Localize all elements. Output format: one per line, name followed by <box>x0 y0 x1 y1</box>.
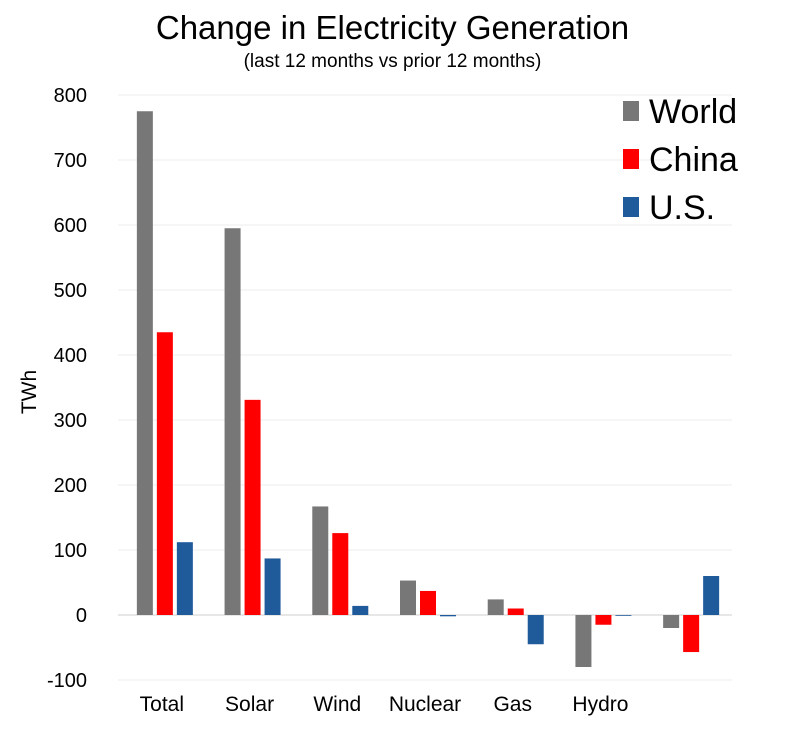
bar-world-hydro <box>575 615 592 667</box>
bar-china-gas <box>507 608 524 615</box>
legend: World China U.S. <box>623 93 738 227</box>
bar-world-wind <box>312 506 329 615</box>
legend-swatch <box>623 101 639 121</box>
bar-world-nuclear <box>400 580 416 615</box>
bar-china-wind <box>332 533 349 615</box>
y-tick-label: 800 <box>54 85 87 107</box>
watermark-overlay <box>628 694 785 734</box>
y-tick-label: 100 <box>54 540 87 562</box>
bar-china-total <box>156 332 173 615</box>
y-tick-label: 0 <box>76 605 87 627</box>
bar-us-hydro <box>615 615 632 616</box>
bar-world-total <box>136 111 153 615</box>
bar-china-hydro <box>595 615 612 625</box>
bar-us-wind <box>352 605 369 615</box>
bar-world-gas <box>487 599 504 615</box>
legend-swatch <box>623 149 639 169</box>
y-tick-label: 200 <box>54 475 87 497</box>
bar-china-nuclear <box>420 590 436 615</box>
y-tick-label: 700 <box>54 150 87 172</box>
bar-us-total <box>176 542 193 615</box>
bar-world-solar <box>224 228 241 615</box>
y-tick-label: 300 <box>54 410 87 432</box>
y-tick-label: 600 <box>54 215 87 237</box>
legend-label: U.S. <box>649 189 715 227</box>
x-category-label: Gas <box>493 693 532 716</box>
bar-us-nuclear <box>440 615 456 617</box>
y-axis-ticks: 800 700 600 500 400 300 200 100 0 -100 <box>47 85 87 692</box>
bars <box>136 111 720 667</box>
legend-label: China <box>649 141 738 179</box>
bar-china-solar <box>244 399 261 615</box>
legend-swatch <box>623 197 639 217</box>
bar-world-coal <box>663 615 680 628</box>
y-tick-label: 500 <box>54 280 87 302</box>
y-axis-label: TWh <box>18 370 41 414</box>
x-category-label: Hydro <box>572 693 628 716</box>
bar-china-coal <box>683 615 700 653</box>
x-axis-categories: TotalSolarWindNuclearGasHydroCoal <box>140 693 710 716</box>
legend-label: World <box>649 93 737 131</box>
x-category-label: Solar <box>225 693 274 716</box>
x-category-label: Nuclear <box>389 693 461 716</box>
y-tick-label: 400 <box>54 345 87 367</box>
x-category-label: Total <box>140 693 184 716</box>
chart-subtitle: (last 12 months vs prior 12 months) <box>243 51 542 72</box>
y-tick-label: -100 <box>47 670 87 692</box>
chart-title: Change in Electricity Generation <box>155 9 630 46</box>
bar-us-solar <box>264 558 281 615</box>
bar-us-coal <box>703 576 720 615</box>
bar-us-gas <box>527 615 544 645</box>
x-category-label: Wind <box>313 693 361 716</box>
